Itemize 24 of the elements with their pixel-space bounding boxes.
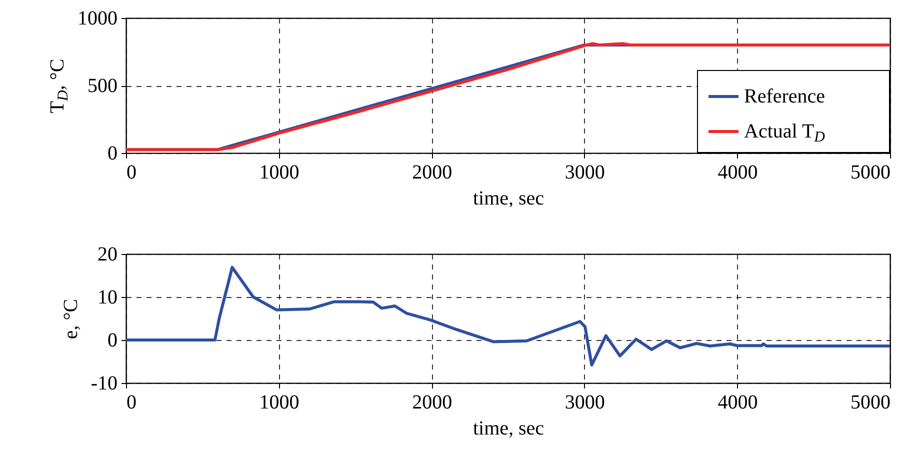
x-tick-label: 5000: [850, 392, 890, 414]
x-tick-label: 5000: [850, 162, 890, 184]
x-tick-label: 1000: [259, 392, 300, 414]
x-axis-title: time, sec: [472, 418, 544, 440]
x-tick-label: 0: [126, 392, 136, 414]
x-tick-label: 4000: [718, 162, 758, 184]
y-tick-label: 500: [88, 75, 118, 97]
x-tick-label: 3000: [564, 392, 605, 414]
legend-label: Reference: [744, 86, 826, 108]
x-tick-label: 3000: [564, 162, 605, 184]
x-tick-label: 2000: [412, 392, 452, 414]
x-tick-label: 4000: [718, 392, 758, 414]
y-tick-label: 1000: [78, 8, 118, 30]
x-tick-label: 1000: [259, 162, 300, 184]
y-tick-label: 10: [98, 286, 118, 308]
line-series: [126, 266, 890, 366]
y-tick-label: -10: [90, 372, 118, 394]
x-tick-label: 0: [126, 162, 136, 184]
legend-label: Actual T$_{D}$: [744, 120, 826, 146]
y-tick-label: 20: [98, 244, 118, 266]
y-tick-label: 0: [108, 142, 118, 164]
y-axis-title: e, °C: [60, 298, 82, 340]
x-tick-label: 2000: [412, 162, 452, 184]
y-tick-label: 0: [108, 330, 118, 352]
